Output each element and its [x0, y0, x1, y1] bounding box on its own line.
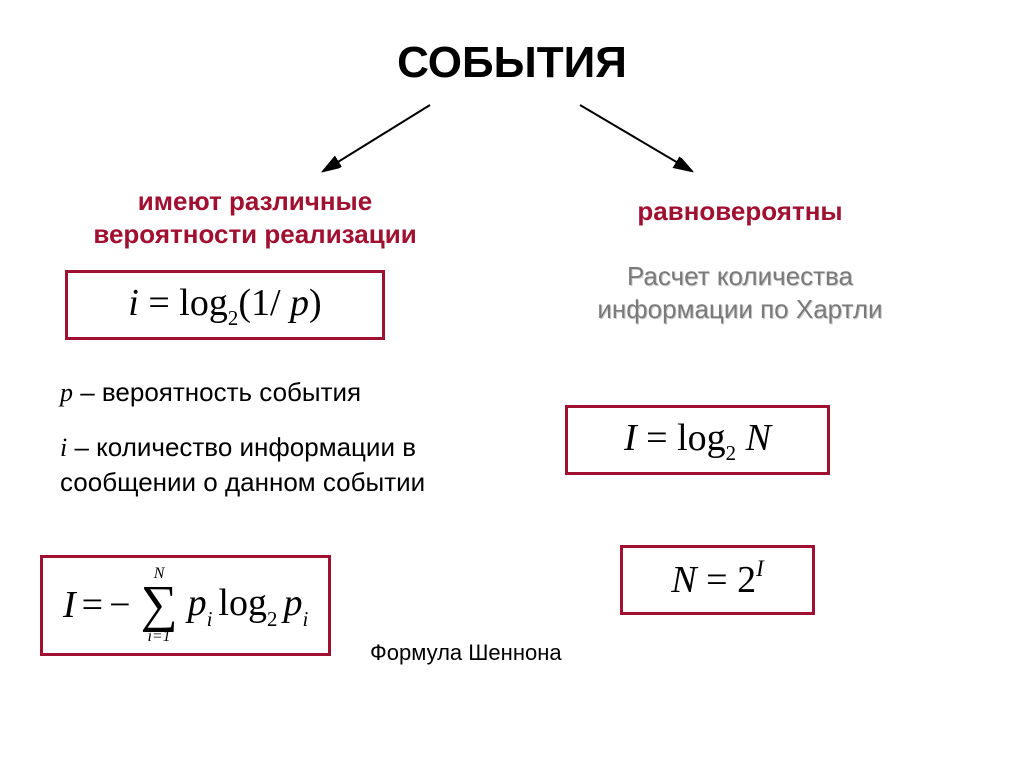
- desc-i: i – количество информации в сообщении о …: [60, 430, 500, 500]
- desc-i-text2: сообщении о данном событии: [60, 467, 425, 497]
- desc-i-text1: – количество информации в: [67, 432, 416, 462]
- right-subtext-line1: Расчет количества: [627, 261, 853, 291]
- desc-p: p – вероятность события: [60, 375, 361, 410]
- sigma-bottom: i=1: [147, 629, 170, 645]
- formula-text-2: I = log2 N: [624, 416, 771, 465]
- right-heading: равновероятны: [540, 195, 940, 228]
- left-heading-line2: вероятности реализации: [93, 219, 416, 249]
- formula-text-1: i = log2(1/ p): [128, 281, 321, 330]
- formula-shannon-single: i = log2(1/ p): [65, 270, 385, 340]
- formula-shannon-sum: I = − N ∑ i=1 pi log2 pi: [40, 555, 331, 656]
- formula-power: N = 2I: [620, 545, 815, 615]
- formula-text-3: N = 2I: [671, 558, 763, 602]
- sigma-symbol: ∑: [141, 582, 178, 629]
- right-subtext-line2: информации по Хартли: [597, 294, 882, 324]
- shannon-caption: Формула Шеннона: [370, 640, 562, 666]
- arrow-right: [570, 100, 710, 180]
- page-title: СОБЫТИЯ: [0, 38, 1024, 88]
- arrow-left: [310, 100, 450, 180]
- left-heading-line1: имеют различные: [138, 186, 372, 216]
- formula-text-4: I = − N ∑ i=1 pi log2 pi: [63, 566, 308, 645]
- desc-p-text: – вероятность события: [73, 377, 361, 407]
- desc-p-var: p: [60, 378, 73, 407]
- sigma-block: N ∑ i=1: [141, 566, 178, 645]
- formula-hartley: I = log2 N: [565, 405, 830, 475]
- left-heading: имеют различные вероятности реализации: [80, 185, 430, 250]
- right-subtext: Расчет количества информации по Хартли: [540, 260, 940, 325]
